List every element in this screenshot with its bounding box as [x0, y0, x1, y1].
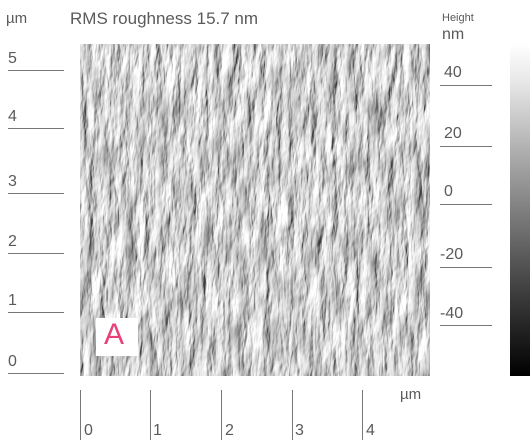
- x-tick-label: 2: [225, 422, 234, 439]
- x-tick-label: 3: [295, 422, 304, 439]
- x-tick-line: [80, 390, 81, 440]
- colorbar-tick-line: [440, 146, 492, 147]
- y-tick-label: 1: [8, 292, 17, 309]
- y-tick-line: [8, 193, 64, 194]
- colorbar-tick-line: [440, 325, 492, 326]
- colorbar-unit: nm: [442, 26, 465, 43]
- colorbar-tick-label: 40: [444, 64, 462, 81]
- x-tick-label: 0: [84, 422, 93, 439]
- panel-label-box: [96, 318, 138, 356]
- y-tick-line: [8, 373, 64, 374]
- colorbar-tick-label: -20: [440, 246, 464, 263]
- y-tick-label: 2: [8, 233, 17, 250]
- y-axis-unit: µm: [6, 10, 28, 27]
- y-tick-label: 3: [8, 173, 17, 190]
- colorbar-tick-label: -40: [440, 305, 464, 322]
- x-tick-line: [292, 390, 293, 440]
- colorbar-label: Height: [442, 12, 474, 24]
- y-tick-label: 5: [8, 50, 17, 67]
- colorbar-tick-line: [440, 204, 492, 205]
- y-tick-line: [8, 70, 64, 71]
- x-tick-label: 4: [366, 422, 375, 439]
- afm-height-map: [80, 44, 430, 376]
- colorbar-tick-line: [440, 85, 492, 86]
- x-tick-line: [362, 390, 363, 440]
- x-axis-unit: µm: [400, 386, 422, 403]
- colorbar-tick-label: 20: [444, 125, 462, 142]
- y-tick-line: [8, 128, 64, 129]
- y-tick-label: 4: [8, 108, 17, 125]
- y-tick-label: 0: [8, 353, 17, 370]
- colorbar-gradient: [510, 44, 530, 376]
- panel-label: A: [104, 318, 125, 351]
- y-tick-line: [8, 253, 64, 254]
- x-tick-label: 1: [153, 422, 162, 439]
- colorbar-tick-line: [440, 267, 492, 268]
- colorbar-tick-label: 0: [444, 183, 453, 200]
- x-tick-line: [221, 390, 222, 440]
- y-tick-line: [8, 312, 64, 313]
- figure-title: RMS roughness 15.7 nm: [70, 9, 259, 28]
- x-tick-line: [150, 390, 151, 440]
